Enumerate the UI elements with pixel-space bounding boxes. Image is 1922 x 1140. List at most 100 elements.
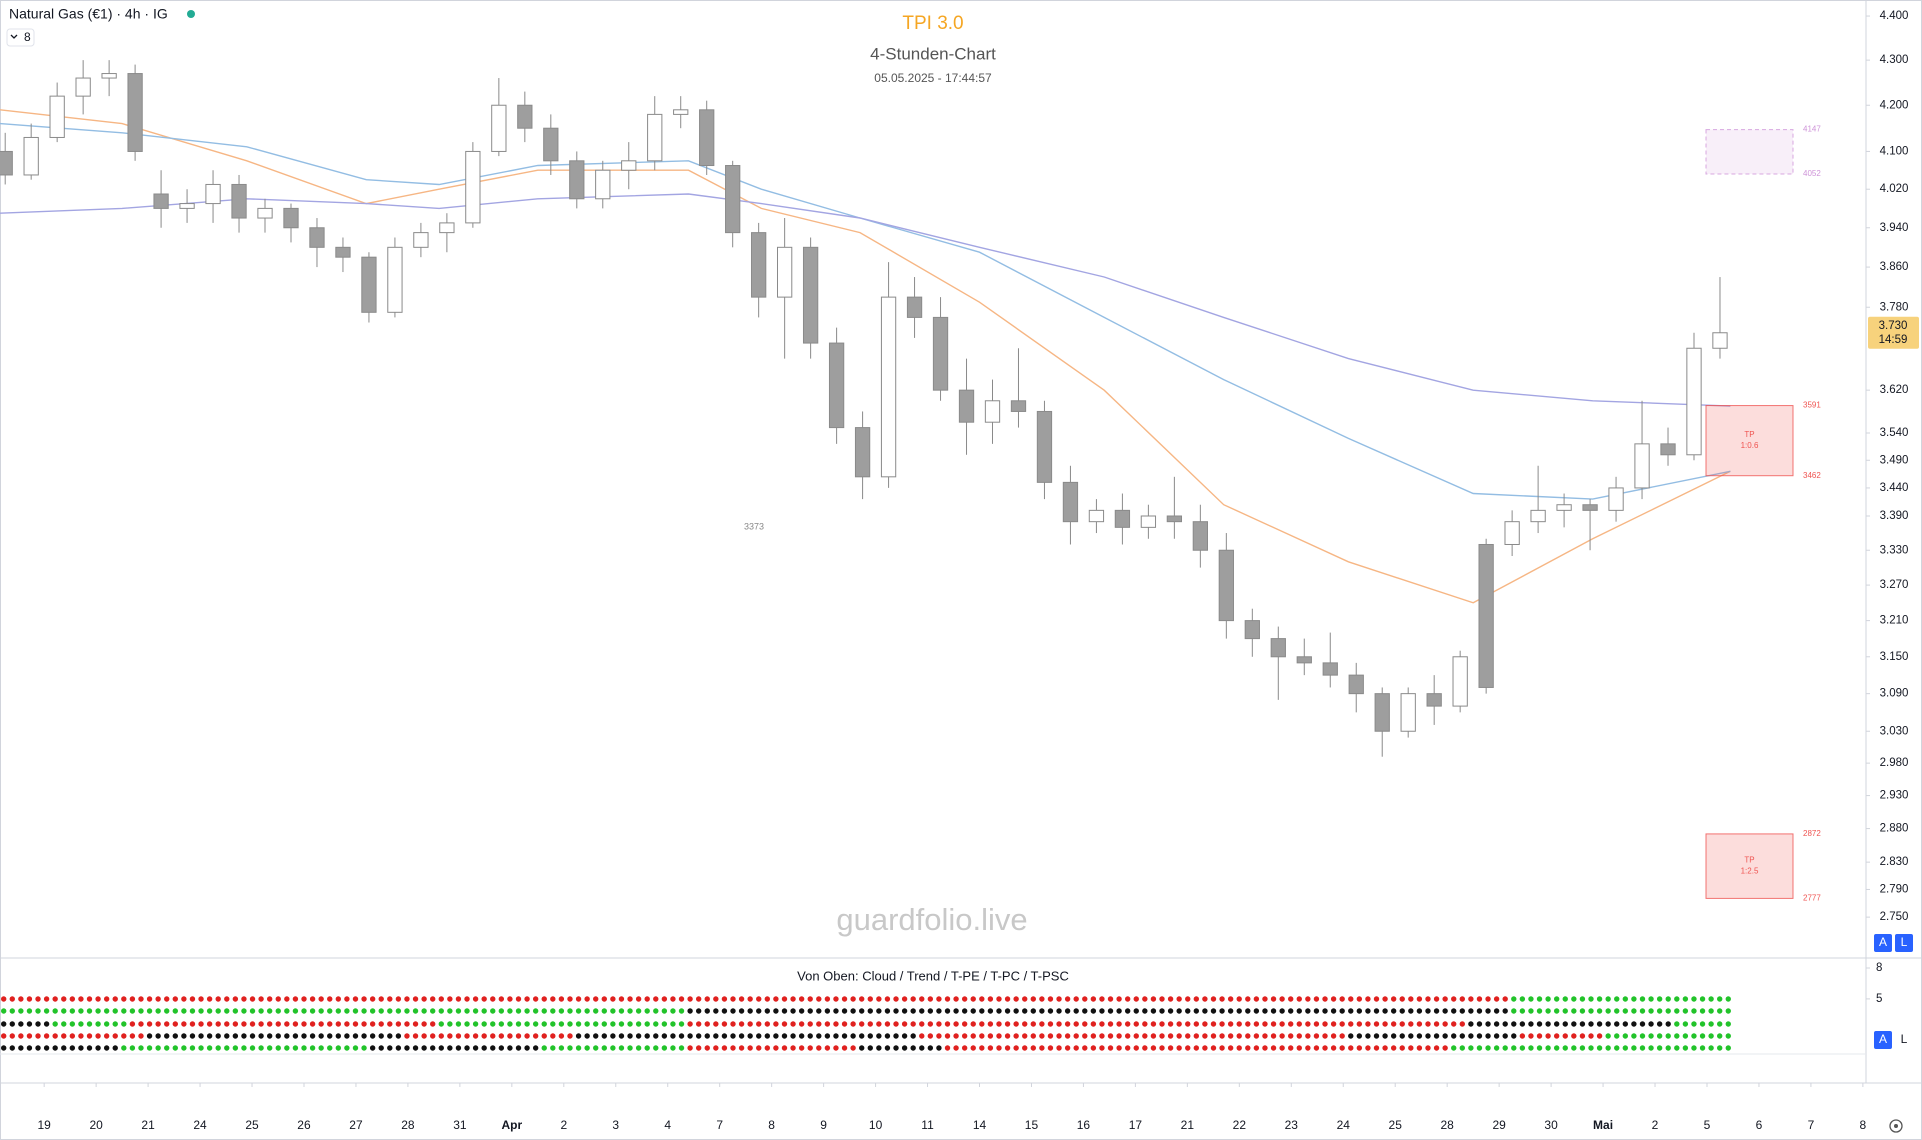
- signal-dot: [936, 996, 942, 1002]
- signal-dot: [129, 996, 136, 1002]
- signal-dot: [224, 1033, 230, 1039]
- signal-dot: [18, 996, 24, 1002]
- signal-dot: [198, 996, 204, 1002]
- signal-dot: [1674, 1045, 1680, 1051]
- signal-dot: [1699, 996, 1706, 1002]
- signal-dot: [695, 1008, 702, 1014]
- signal-dot: [1614, 1033, 1620, 1039]
- target-zone: [1705, 405, 1794, 477]
- signal-dot: [1047, 1045, 1054, 1051]
- signal-dot: [86, 1033, 93, 1039]
- x-tick-label: 21: [141, 1118, 155, 1132]
- signal-dot: [1536, 996, 1543, 1002]
- x-tick-label: 22: [1233, 1118, 1247, 1132]
- signal-dot: [249, 1008, 256, 1014]
- signal-dot: [850, 1021, 856, 1027]
- signal-dot: [1013, 1033, 1019, 1039]
- signal-dot: [781, 1021, 788, 1027]
- signal-dot: [1433, 1033, 1440, 1039]
- signal-dot: [1245, 996, 1251, 1002]
- x-tick-label: 14: [973, 1118, 987, 1132]
- zone-value-label: 3591: [1803, 401, 1821, 410]
- signal-dot: [1382, 1045, 1388, 1051]
- signal-dot: [944, 996, 951, 1002]
- signal-dot: [1416, 1045, 1423, 1051]
- signal-dot: [1691, 1045, 1697, 1051]
- scale-button-label: A: [1879, 935, 1887, 949]
- signal-dot: [1656, 996, 1663, 1002]
- scale-button[interactable]: [1895, 934, 1913, 952]
- signal-dot: [1399, 996, 1405, 1002]
- signal-dot: [584, 1021, 590, 1027]
- signal-dot: [327, 1033, 333, 1039]
- signal-dot: [833, 996, 839, 1002]
- signal-dot: [1373, 1045, 1380, 1051]
- signal-dot: [447, 1045, 453, 1051]
- signal-dot: [1476, 1008, 1483, 1014]
- signal-dot: [1056, 1045, 1062, 1051]
- signal-dot: [653, 996, 659, 1002]
- signal-dot: [910, 1045, 916, 1051]
- symbol-title: Natural Gas (€1) · 4h · IG: [9, 6, 168, 22]
- signal-dot: [1468, 1021, 1474, 1027]
- signal-dot: [936, 1021, 942, 1027]
- signal-dot: [910, 1021, 916, 1027]
- signal-dot: [1339, 1021, 1345, 1027]
- scale-button-label[interactable]: L: [1901, 1032, 1908, 1046]
- signal-dot: [618, 1045, 625, 1051]
- signal-dot: [26, 1033, 33, 1039]
- signal-dot: [327, 996, 333, 1002]
- signal-dot: [1064, 1021, 1071, 1027]
- signal-dot: [567, 1008, 573, 1014]
- signal-dot: [318, 1045, 324, 1051]
- signal-dot: [1682, 1045, 1689, 1051]
- signal-dot: [910, 996, 916, 1002]
- indicator-toggle[interactable]: [6, 28, 35, 47]
- signal-dot: [738, 1033, 745, 1039]
- y-tick-label: 4.200: [1880, 99, 1909, 111]
- y-tick-label: 2.830: [1880, 856, 1909, 868]
- zone-label: TP: [1744, 430, 1754, 439]
- signal-dot: [78, 1033, 84, 1039]
- candle-body: [361, 256, 377, 313]
- signal-dot: [1013, 996, 1019, 1002]
- signal-dot: [438, 996, 444, 1002]
- signal-dot: [618, 996, 625, 1002]
- signal-dot: [1605, 1021, 1611, 1027]
- signal-dot: [1330, 1033, 1337, 1039]
- signal-dot: [721, 1021, 728, 1027]
- signal-dot: [575, 1021, 582, 1027]
- signal-dot: [1622, 1033, 1629, 1039]
- signal-dot: [241, 1033, 247, 1039]
- signal-dot: [1622, 996, 1629, 1002]
- signal-dot: [1210, 1033, 1217, 1039]
- settings-icon[interactable]: [1889, 1119, 1903, 1133]
- candle-body: [0, 150, 13, 176]
- signal-dot: [1313, 1021, 1320, 1027]
- signal-dot: [593, 1008, 599, 1014]
- signal-dot: [1691, 1021, 1697, 1027]
- signal-dot: [404, 1033, 410, 1039]
- scale-button[interactable]: [1874, 934, 1892, 952]
- signal-dot: [515, 996, 522, 1002]
- signal-dot: [1382, 996, 1388, 1002]
- signal-dot: [224, 1008, 230, 1014]
- signal-dot: [249, 1045, 256, 1051]
- signal-dot: [1185, 1033, 1191, 1039]
- signal-dot: [1253, 1045, 1260, 1051]
- signal-dot: [1193, 996, 1200, 1002]
- y-tick-label: 3.090: [1880, 688, 1909, 700]
- signal-dot: [901, 996, 908, 1002]
- signal-dot: [292, 996, 299, 1002]
- signal-dot: [1596, 996, 1603, 1002]
- signal-dot: [1133, 1021, 1139, 1027]
- signal-dot: [1124, 1021, 1131, 1027]
- signal-dot: [1451, 1008, 1457, 1014]
- signal-dot: [472, 996, 479, 1002]
- signal-dot: [1390, 1045, 1397, 1051]
- signal-dot: [1708, 1045, 1714, 1051]
- scale-button[interactable]: [1874, 1031, 1892, 1049]
- signal-dot: [224, 1045, 230, 1051]
- signal-dot: [1013, 1045, 1019, 1051]
